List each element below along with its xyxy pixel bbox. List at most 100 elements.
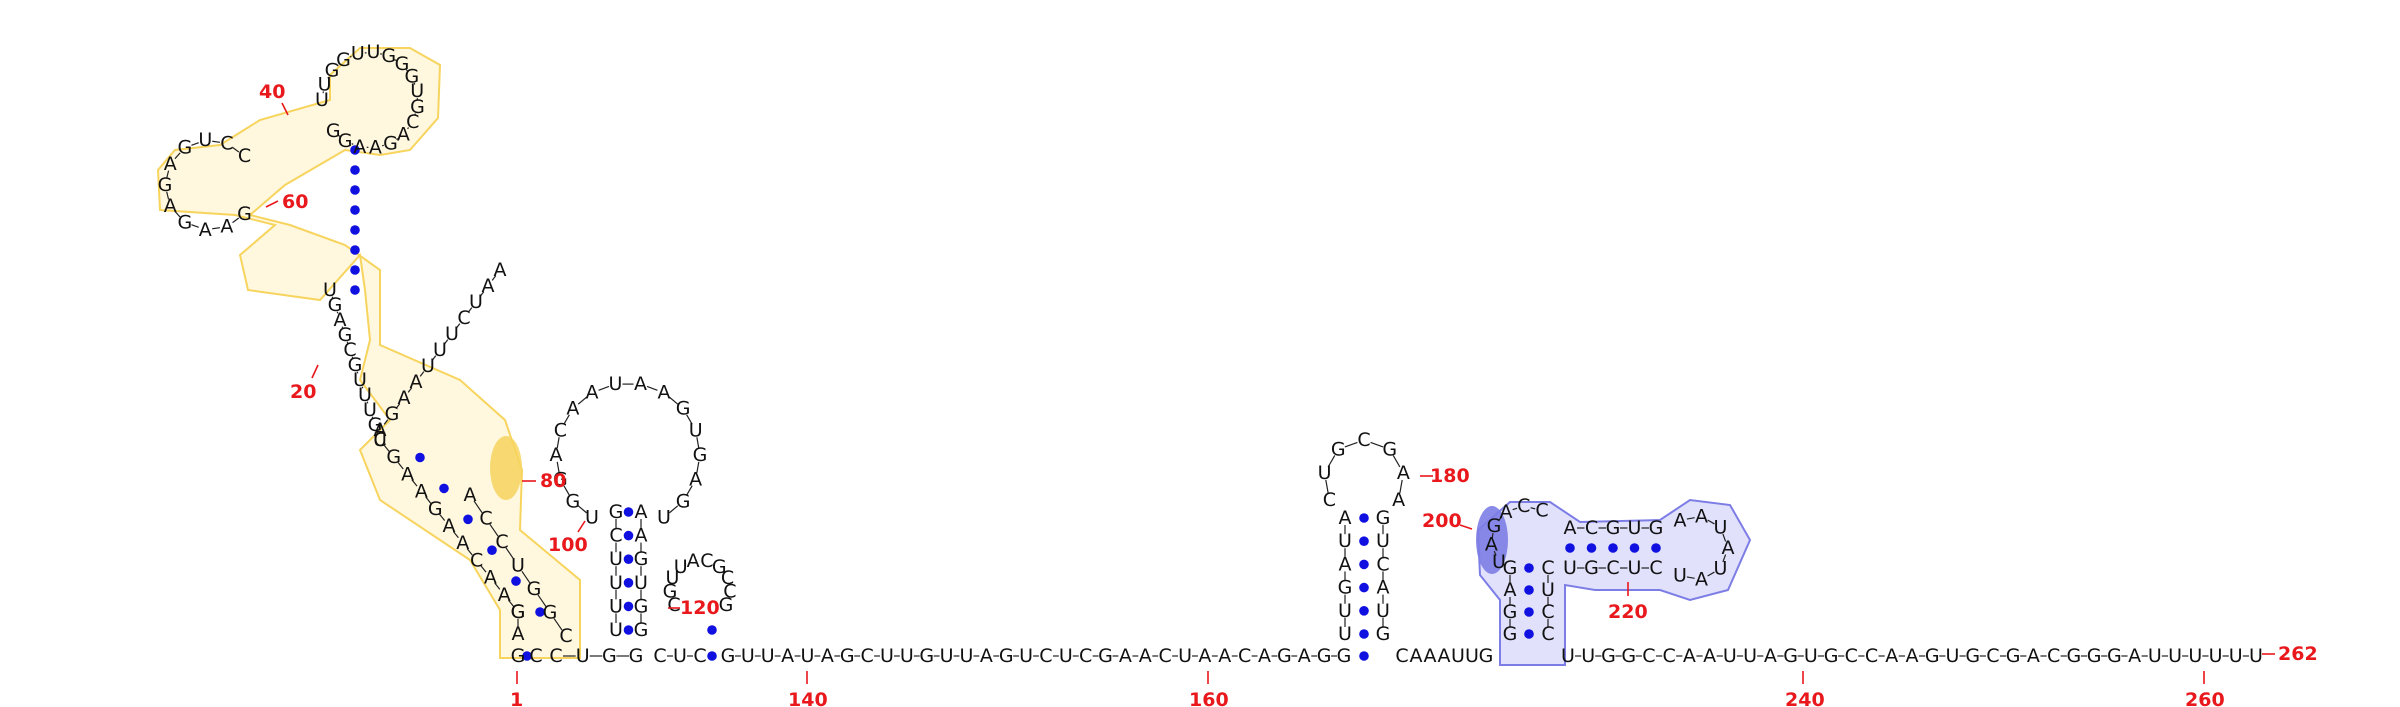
backbone-bond	[479, 291, 485, 297]
tail-nucleotide: U	[1561, 645, 1575, 667]
backbone-bond	[411, 479, 418, 487]
linker-long-nucleotide: U	[741, 645, 755, 667]
linker-2-nucleotide: U	[1465, 645, 1479, 667]
backbone-bond	[413, 82, 416, 85]
helix3-left-nucleotide: A	[1339, 553, 1352, 575]
helix3-loop-nucleotide: G	[1382, 438, 1397, 460]
helix3-left-nucleotide: U	[1338, 623, 1352, 645]
tail-nucleotide: U	[1946, 645, 1960, 667]
position-label-40: 40	[259, 81, 285, 103]
helix1-loop-nucleotide: U	[585, 506, 599, 528]
tail-nucleotide: C	[1642, 645, 1655, 667]
helix3-right-nucleotide: U	[1376, 530, 1390, 552]
backbone-bond	[1491, 533, 1494, 538]
domain-right-nucleotide: C	[457, 307, 470, 329]
backbone-bond	[1399, 479, 1403, 494]
linker-long-nucleotide: U	[1059, 645, 1073, 667]
domain-right-nucleotide: U	[469, 291, 483, 313]
helix4-loop-nucleotide: U	[1714, 558, 1728, 580]
base-pair-dot	[1629, 543, 1640, 553]
backbone-bond	[394, 59, 397, 61]
tail-nucleotide: G	[1621, 645, 1636, 667]
domain-loop-nucleotide: A	[199, 219, 212, 241]
stem-right-nucleotide: G	[543, 602, 558, 624]
position-label-60: 60	[282, 191, 308, 213]
baseline-nucleotide: G	[511, 645, 526, 667]
hairpin-top-nucleotide: U	[318, 74, 332, 96]
stem-left-nucleotide: A	[415, 481, 428, 503]
tail-nucleotide: C	[1663, 645, 1676, 667]
helix1-right-nucleotide: G	[634, 548, 649, 570]
hairpin-top-nucleotide: A	[369, 137, 382, 159]
position-label-200: 200	[1422, 510, 1462, 532]
base-pair-dot	[350, 205, 360, 215]
domain-right-nucleotide: G	[385, 403, 400, 425]
hairpin-top-nucleotide: G	[381, 45, 396, 67]
helix3-right-nucleotide: A	[1377, 577, 1390, 599]
backbone-bond	[425, 496, 432, 504]
backbone-bond	[598, 385, 610, 391]
backbone-bond	[338, 134, 341, 137]
hairpin-top-nucleotide: G	[326, 120, 341, 142]
base-pair-dot	[350, 145, 360, 155]
helix1-loop-nucleotide: A	[586, 382, 599, 404]
tail-nucleotide: U	[1581, 645, 1595, 667]
hairpin-top-nucleotide: A	[353, 136, 366, 158]
domain-right-nucleotide: A	[410, 371, 423, 393]
backbone-bond	[349, 55, 352, 58]
base-pair-dot	[522, 651, 532, 661]
linker-long-nucleotide: C	[860, 645, 873, 667]
stem-left-nucleotide: A	[456, 532, 469, 554]
helix3-right-nucleotide: G	[1376, 507, 1391, 529]
position-label-80: 80	[540, 470, 566, 492]
linker-long-nucleotide: U	[1178, 645, 1192, 667]
base-pair-dot	[707, 625, 717, 635]
backbone-bond	[331, 296, 334, 299]
tail-nucleotide: G	[2067, 645, 2082, 667]
backbone-bond	[174, 210, 181, 218]
base-pair-dot	[1359, 536, 1369, 546]
highlight-region-blue	[1476, 498, 1752, 666]
hairpin-top-nucleotide: U	[351, 43, 365, 65]
backbone-bond	[686, 485, 693, 496]
helix1-loop-nucleotide: A	[689, 469, 702, 491]
backbone-bond	[351, 143, 354, 145]
hairpin-top-nucleotide: G	[336, 49, 351, 71]
domain-loop-nucleotide: C	[238, 145, 251, 167]
helix4-top-loop-nucleotide: C	[1535, 500, 1548, 522]
backbone-bond	[395, 137, 399, 140]
helix1-right-nucleotide: G	[634, 595, 649, 617]
helix1-right-nucleotide: A	[635, 525, 648, 547]
highlight-yellow-accent	[490, 436, 522, 500]
position-label-240: 240	[1785, 689, 1825, 707]
linker-long-nucleotide: U	[940, 645, 954, 667]
backbone-bond	[431, 355, 437, 361]
tick-200	[1459, 524, 1473, 530]
tick-20	[311, 364, 319, 379]
domain-right-nucleotide: A	[398, 387, 411, 409]
domain-right-nucleotide: U	[445, 323, 459, 345]
position-label-20: 20	[290, 381, 316, 403]
linker-long-nucleotide: A	[1198, 645, 1211, 667]
linker-nucleotide: C	[529, 645, 542, 667]
domain-right-nucleotide: U	[421, 355, 435, 377]
helix4-top-loop-nucleotide: U	[1492, 551, 1506, 573]
backbone-bond	[366, 401, 369, 404]
backbone-bond	[1493, 550, 1497, 556]
backbone-bond	[537, 594, 547, 608]
tail-nucleotide: A	[1764, 645, 1777, 667]
backbone-bond	[1686, 576, 1695, 579]
base-pair-dot	[535, 607, 545, 617]
helix1-loop-nucleotide: G	[553, 469, 568, 491]
helix3-right-nucleotide: G	[1376, 623, 1391, 645]
position-label-120: 120	[680, 597, 720, 619]
linker-long-nucleotide: A	[821, 645, 834, 667]
helix4-bottom-nucleotide: G	[1584, 557, 1599, 579]
linker-nucleotide: C	[693, 645, 706, 667]
backbone-bond	[1707, 519, 1715, 525]
stem-right-nucleotide: A	[464, 484, 477, 506]
domain-loop-nucleotide: G	[158, 174, 173, 196]
base-pair-dot	[1524, 629, 1534, 639]
stem-left-nucleotide: C	[470, 549, 483, 571]
backbone-bond	[232, 146, 240, 153]
